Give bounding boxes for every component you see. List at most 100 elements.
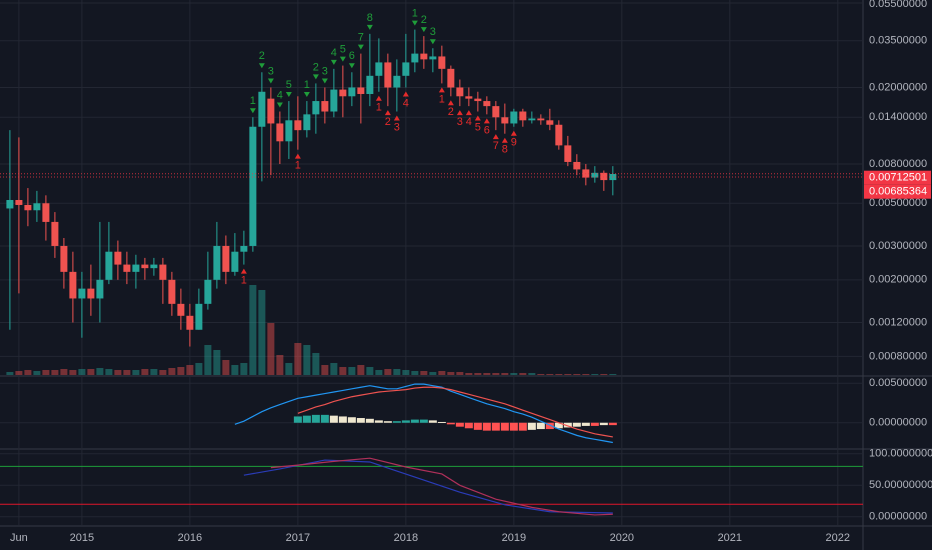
- volume-bar: [519, 373, 527, 375]
- td-arrow: [285, 92, 292, 98]
- candle-body: [393, 75, 401, 88]
- histogram-bar: [410, 419, 419, 423]
- volume-bar: [186, 365, 194, 375]
- candle-body: [258, 91, 266, 127]
- candle-body: [537, 118, 545, 121]
- candle-body: [483, 101, 491, 107]
- volume-bar: [546, 374, 554, 375]
- histogram-bar: [347, 417, 356, 423]
- volume-bar: [114, 370, 122, 375]
- y-tick-label: 0.05500000: [869, 0, 927, 10]
- candle-body: [492, 106, 500, 118]
- volume-bar: [528, 373, 536, 375]
- price-label: 0.00685364: [869, 186, 927, 198]
- td-count-up: 8: [367, 12, 373, 24]
- td-count-up: 1: [304, 79, 310, 91]
- td-arrow: [492, 134, 499, 140]
- candle-body: [546, 120, 554, 125]
- td-count-down: 1: [439, 93, 445, 105]
- candle-body: [204, 279, 212, 304]
- candle-body: [564, 145, 572, 162]
- volume-bar: [330, 363, 338, 375]
- volume-bar: [537, 374, 545, 375]
- candle-body: [51, 221, 59, 246]
- td-arrow: [303, 92, 310, 98]
- candle-body: [438, 56, 446, 69]
- volume-bar: [42, 370, 50, 375]
- histogram-bar: [608, 422, 617, 426]
- volume-bar: [60, 369, 68, 375]
- candle-body: [249, 126, 257, 246]
- y-tick-label: 0.00080000: [869, 350, 927, 362]
- td-count-down: 6: [484, 124, 490, 136]
- candle-body: [96, 279, 104, 299]
- volume-bar: [411, 371, 419, 375]
- td-arrow: [429, 39, 436, 45]
- histogram-bar: [536, 422, 545, 430]
- td-arrow: [501, 137, 508, 143]
- candle-body: [213, 245, 221, 280]
- volume-bar: [33, 371, 41, 375]
- td-arrow: [240, 268, 247, 274]
- td-count-up: 4: [331, 47, 337, 59]
- volume-bar: [195, 363, 203, 375]
- candle-body: [348, 87, 356, 97]
- y-tick-label: 0.00200000: [869, 274, 927, 286]
- x-tick-label: Jun: [10, 532, 28, 544]
- td-arrow: [366, 24, 373, 30]
- candle-body: [42, 203, 50, 222]
- y-tick-label: 0.02000000: [869, 81, 927, 93]
- x-tick-label: 2020: [610, 532, 634, 544]
- td-arrow: [465, 110, 472, 116]
- volume-bar: [429, 372, 437, 375]
- candle-body: [87, 288, 95, 299]
- candle-body: [33, 203, 41, 211]
- volume-bar: [609, 374, 617, 375]
- candle-body: [240, 245, 248, 252]
- y-tick-label: 0.00800000: [869, 158, 927, 170]
- candle-body: [501, 117, 509, 124]
- td-count-up: 5: [286, 79, 292, 91]
- volume-bar: [285, 363, 293, 375]
- volume-bar: [69, 370, 77, 375]
- td-arrow: [411, 20, 418, 26]
- volume-bar: [159, 370, 167, 375]
- volume-bar: [231, 365, 239, 375]
- td-arrow: [420, 27, 427, 33]
- volume-bar: [501, 373, 509, 375]
- volume-bar: [15, 371, 23, 375]
- candle-body: [465, 96, 473, 99]
- histogram-bar: [329, 415, 338, 423]
- candle-body: [285, 120, 293, 142]
- candle-body: [339, 89, 347, 97]
- candle-body: [69, 271, 77, 299]
- histogram-bar: [428, 420, 437, 423]
- histogram-bar: [491, 422, 500, 431]
- histogram-bar: [482, 422, 491, 431]
- volume-bar: [348, 367, 356, 375]
- x-tick-label: 2017: [286, 532, 310, 544]
- td-arrow: [483, 118, 490, 124]
- volume-bar: [375, 370, 383, 375]
- candle-body: [276, 123, 284, 142]
- candle-body: [573, 161, 581, 170]
- candle-body: [267, 98, 275, 124]
- candle-body: [402, 62, 410, 76]
- x-tick-label: 2016: [178, 532, 202, 544]
- histogram-bar: [374, 420, 383, 423]
- x-tick-label: 2015: [70, 532, 94, 544]
- td-count-down: 2: [385, 116, 391, 128]
- candle-body: [15, 200, 23, 205]
- volume-bar: [267, 323, 275, 375]
- volume-bar: [204, 345, 212, 375]
- macd-line: [234, 383, 613, 444]
- volume-bar: [357, 365, 365, 375]
- histogram-bar: [320, 414, 329, 423]
- histogram-bar: [572, 422, 581, 427]
- histogram-bar: [518, 422, 527, 431]
- volume-bar: [339, 367, 347, 375]
- candle-body: [555, 124, 563, 146]
- td-arrow: [474, 115, 481, 121]
- candle-body: [411, 53, 419, 63]
- histogram-bar: [446, 422, 455, 425]
